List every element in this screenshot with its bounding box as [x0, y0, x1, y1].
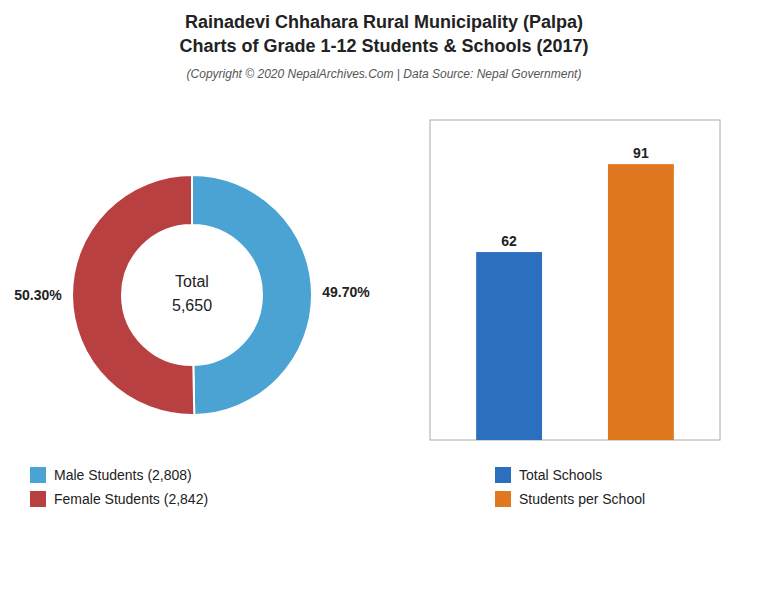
slices	[72, 175, 312, 415]
annotation: Total	[175, 273, 209, 290]
bar	[608, 164, 674, 440]
legend-label: Male Students (2,808)	[54, 467, 192, 483]
subtitle: (Copyright © 2020 NepalArchives.Com | Da…	[187, 67, 582, 81]
legend: Total Schools Students per School	[495, 467, 645, 507]
slice	[72, 175, 194, 415]
bars	[476, 164, 674, 440]
legend-item: Male Students (2,808)	[30, 467, 192, 483]
legend: Male Students (2,808) Female Students (2,…	[30, 467, 208, 507]
bar	[476, 252, 542, 440]
legend-item: Female Students (2,842)	[30, 491, 208, 507]
legend-item: Students per School	[495, 491, 645, 507]
data-labels: 62 91	[501, 145, 649, 249]
title: Rainadevi Chhahara Rural Municipality (P…	[185, 12, 583, 32]
data-label: 91	[633, 145, 649, 161]
legend-label: Students per School	[519, 491, 645, 507]
legend-swatch	[495, 467, 511, 483]
legend-label: Female Students (2,842)	[54, 491, 208, 507]
legend-label: Total Schools	[519, 467, 602, 483]
plot-frame	[430, 120, 720, 440]
data-label: 49.70%	[322, 284, 370, 300]
chart-root: Rainadevi Chhahara Rural Municipality (P…	[0, 0, 768, 597]
legend-item: Total Schools	[495, 467, 602, 483]
donut: 49.70% 50.30% Total 5,650	[14, 175, 370, 415]
data-label: 50.30%	[14, 287, 62, 303]
slice	[192, 175, 312, 415]
legend-swatch	[495, 491, 511, 507]
annotation: 5,650	[172, 297, 212, 314]
data-label: 62	[501, 233, 517, 249]
legend-swatch	[30, 467, 46, 483]
title: Charts of Grade 1-12 Students & Schools …	[179, 36, 588, 56]
legend-swatch	[30, 491, 46, 507]
